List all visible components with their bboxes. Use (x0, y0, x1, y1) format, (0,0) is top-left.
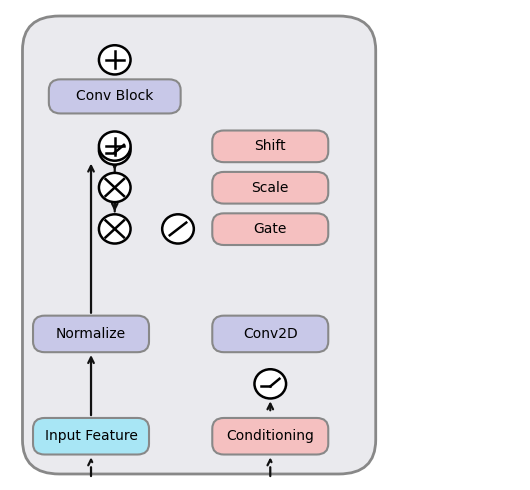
Circle shape (99, 173, 130, 202)
FancyBboxPatch shape (213, 418, 328, 455)
FancyBboxPatch shape (33, 316, 149, 352)
Text: Normalize: Normalize (56, 327, 126, 341)
FancyBboxPatch shape (213, 130, 328, 162)
Circle shape (162, 214, 194, 244)
Circle shape (99, 135, 130, 165)
Circle shape (99, 131, 130, 161)
Text: Input Feature: Input Feature (45, 429, 137, 443)
FancyBboxPatch shape (213, 172, 328, 203)
Text: Conv2D: Conv2D (243, 327, 298, 341)
Circle shape (99, 214, 130, 244)
Text: Shift: Shift (254, 139, 286, 153)
Text: Gate: Gate (253, 222, 287, 236)
FancyBboxPatch shape (49, 79, 181, 114)
Text: Scale: Scale (252, 181, 289, 195)
FancyBboxPatch shape (213, 213, 328, 245)
Circle shape (99, 45, 130, 74)
FancyBboxPatch shape (22, 16, 376, 474)
FancyBboxPatch shape (213, 316, 328, 352)
FancyBboxPatch shape (33, 418, 149, 455)
Circle shape (254, 369, 286, 398)
Text: Conditioning: Conditioning (226, 429, 314, 443)
Text: Conv Block: Conv Block (76, 89, 153, 103)
